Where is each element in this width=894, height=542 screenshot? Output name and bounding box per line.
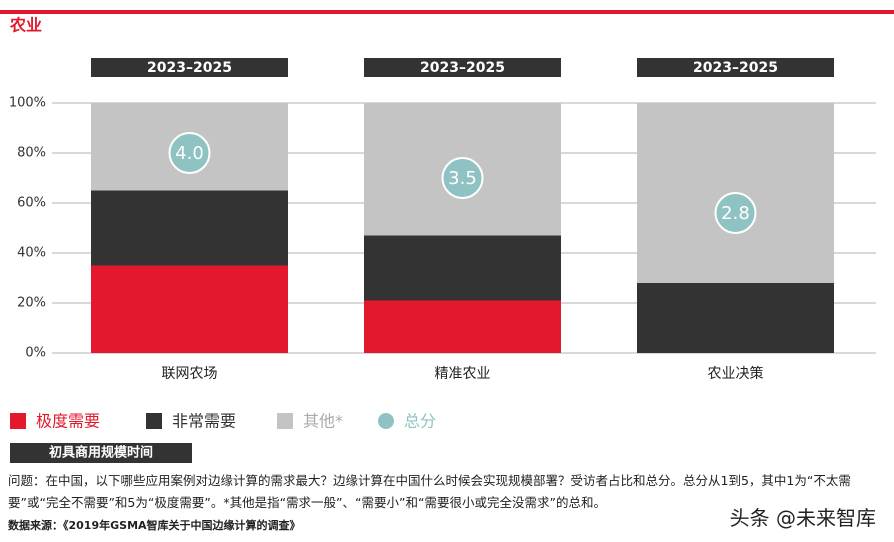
period-box bbox=[91, 58, 288, 77]
bar-segment bbox=[91, 265, 288, 353]
legend-swatch bbox=[277, 413, 293, 429]
legend-label: 极度需要 bbox=[36, 412, 100, 431]
score-label: 4.0 bbox=[175, 143, 204, 164]
legend-label: 其他* bbox=[303, 412, 343, 431]
y-tick-label: 60% bbox=[17, 196, 46, 211]
y-tick-label: 40% bbox=[17, 246, 46, 261]
y-tick-label: 20% bbox=[17, 296, 46, 311]
x-tick-label: 联网农场 bbox=[162, 366, 218, 382]
score-circle bbox=[441, 157, 484, 199]
period-box bbox=[637, 58, 834, 77]
legend-label: 总分 bbox=[404, 412, 436, 431]
source: 数据来源：《2019年GSMA智库关于中国边缘计算的调查》 bbox=[8, 519, 301, 532]
period-box bbox=[364, 58, 561, 77]
score-circle bbox=[714, 192, 757, 234]
y-tick-label: 0% bbox=[25, 346, 46, 361]
score-label: 3.5 bbox=[448, 168, 477, 189]
y-tick-label: 80% bbox=[17, 146, 46, 161]
bar-segment bbox=[637, 283, 834, 353]
subheader: 初具商用规模时间 bbox=[49, 445, 153, 461]
bar-segment bbox=[364, 300, 561, 353]
legend-swatch bbox=[10, 413, 26, 429]
chart: 农业 初具商用规模时间 0% 20% 40% 60% 80% 100% 2023–2025 联… bbox=[0, 10, 894, 463]
legend-swatch bbox=[378, 413, 394, 429]
score-circle bbox=[168, 132, 211, 174]
watermark: 头条 @未来智库 bbox=[725, 502, 880, 531]
bar-segment bbox=[91, 190, 288, 266]
chart-title: 农业 bbox=[9, 16, 42, 35]
y-tick-label: 100% bbox=[9, 96, 46, 111]
subheader-box bbox=[10, 443, 192, 463]
x-tick-label: 农业决策 bbox=[708, 365, 764, 382]
score-label: 2.8 bbox=[721, 203, 750, 224]
legend-label: 非常需要 bbox=[172, 412, 236, 431]
bar-segment bbox=[364, 235, 561, 301]
period-label: 2023–2025 bbox=[420, 60, 505, 76]
legend-swatch bbox=[146, 413, 162, 429]
period-label: 2023–2025 bbox=[147, 60, 232, 76]
period-label: 2023–2025 bbox=[693, 60, 778, 76]
top-rule bbox=[0, 10, 894, 14]
x-tick-label: 精准农业 bbox=[435, 366, 491, 382]
question: 问题：在中国，以下哪些应用案例对边缘计算的需求最大？边缘计算在中国什么时候会实现… bbox=[8, 473, 851, 510]
